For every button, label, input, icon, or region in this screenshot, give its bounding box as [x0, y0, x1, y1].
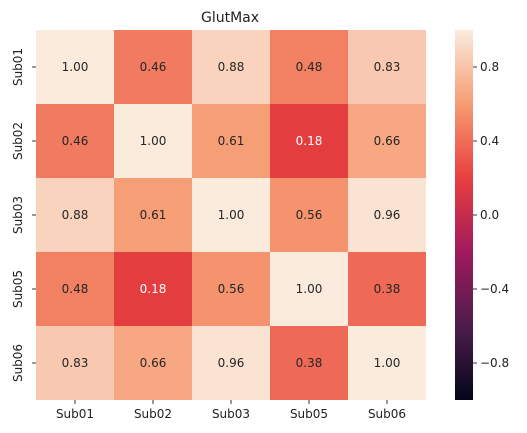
cell-value-label: 0.46: [62, 134, 89, 148]
cell-value-label: 0.18: [296, 134, 323, 148]
y-tick-label: Sub05: [11, 270, 25, 308]
cell-value-label: 0.48: [62, 282, 89, 296]
x-tick-label: Sub06: [368, 407, 406, 421]
heatmap-cell: [192, 104, 270, 178]
y-tick-label: Sub02: [11, 122, 25, 160]
cell-value-label: 1.00: [296, 282, 323, 296]
heatmap-cell: [192, 252, 270, 326]
heatmap-cell: [348, 104, 426, 178]
colorbar-tick-label: −0.8: [480, 356, 509, 370]
cell-value-label: 1.00: [374, 356, 401, 370]
cell-value-label: 0.56: [218, 282, 245, 296]
cell-value-label: 0.83: [374, 60, 401, 74]
cell-value-label: 0.61: [218, 134, 245, 148]
heatmap-cell: [270, 30, 348, 104]
cell-value-label: 0.38: [296, 356, 323, 370]
heatmap-cell: [36, 326, 114, 400]
chart-title: GlutMax: [201, 10, 259, 26]
heatmap-cell: [114, 326, 192, 400]
y-axis: Sub01 Sub02 Sub03 Sub05 Sub06: [11, 48, 36, 382]
x-tick-label: Sub05: [290, 407, 328, 421]
colorbar-tick-label: 0.4: [480, 134, 499, 148]
y-tick-label: Sub06: [11, 344, 25, 382]
heatmap-cell: [192, 326, 270, 400]
heatmap-cell: [270, 252, 348, 326]
y-tick-label: Sub01: [11, 48, 25, 86]
heatmap-cell: [348, 178, 426, 252]
heatmap-cell: [114, 104, 192, 178]
heatmap-cell: [270, 104, 348, 178]
x-tick-label: Sub02: [134, 407, 172, 421]
heatmap-cell: [114, 252, 192, 326]
heatmap-cell: [114, 30, 192, 104]
cell-value-label: 0.96: [218, 356, 245, 370]
heatmap-cell: [114, 178, 192, 252]
colorbar-tick-label: −0.4: [480, 282, 509, 296]
heatmap-cell: [270, 178, 348, 252]
cell-value-label: 0.61: [140, 208, 167, 222]
cell-value-label: 0.46: [140, 60, 167, 74]
cell-value-label: 0.18: [140, 282, 167, 296]
y-tick-label: Sub03: [11, 196, 25, 234]
heatmap-cell: [348, 252, 426, 326]
heatmap-cell: [348, 30, 426, 104]
heatmap-cell: [36, 30, 114, 104]
x-tick-label: Sub03: [212, 407, 250, 421]
cell-value-label: 1.00: [218, 208, 245, 222]
heatmap-cell: [36, 104, 114, 178]
heatmap-cell: [192, 30, 270, 104]
cell-value-label: 0.96: [374, 208, 401, 222]
x-axis: Sub01 Sub02 Sub03 Sub05 Sub06: [56, 400, 406, 421]
colorbar-gradient: [455, 30, 473, 400]
cell-value-label: 0.83: [62, 356, 89, 370]
heatmap-cell: [348, 326, 426, 400]
colorbar: 0.8 0.4 0.0 −0.4 −0.8: [455, 30, 509, 400]
colorbar-tick-label: 0.8: [480, 60, 499, 74]
cell-value-label: 0.56: [296, 208, 323, 222]
cell-value-label: 0.66: [374, 134, 401, 148]
colorbar-tick-label: 0.0: [480, 208, 499, 222]
cell-value-label: 0.88: [62, 208, 89, 222]
cell-value-label: 1.00: [62, 60, 89, 74]
heatmap-cell: [36, 178, 114, 252]
heatmap-cell: [192, 178, 270, 252]
cell-value-label: 0.88: [218, 60, 245, 74]
cell-value-label: 0.38: [374, 282, 401, 296]
cell-value-label: 0.48: [296, 60, 323, 74]
cell-value-label: 0.66: [140, 356, 167, 370]
heatmap-cells: 1.00 0.46 0.88 0.48 0.83 0.46 1.00 0.61 0.18 0.66…: [36, 30, 426, 400]
cell-value-label: 1.00: [140, 134, 167, 148]
x-tick-label: Sub01: [56, 407, 94, 421]
heatmap-cell: [36, 252, 114, 326]
heatmap-cell: [270, 326, 348, 400]
